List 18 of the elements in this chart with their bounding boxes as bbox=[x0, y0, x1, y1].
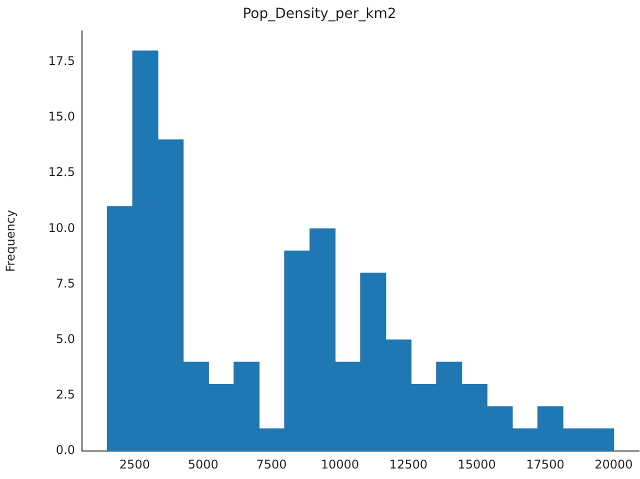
x-tick-label: 10000 bbox=[320, 457, 360, 472]
x-tick-label: 15000 bbox=[458, 457, 496, 472]
x-tick-label: 12500 bbox=[389, 457, 428, 472]
y-tick-label: 15.0 bbox=[48, 110, 75, 124]
chart-title: Pop_Density_per_km2 bbox=[242, 6, 396, 22]
x-tick-label: 17500 bbox=[526, 457, 564, 472]
y-tick-label: 7.5 bbox=[56, 276, 75, 290]
y-tick-label: 12.5 bbox=[48, 165, 75, 180]
x-tick-label: 5000 bbox=[188, 457, 218, 472]
y-tick-label: 0.0 bbox=[56, 443, 75, 458]
x-tick-label: 20000 bbox=[594, 457, 633, 472]
x-tick-label: 7500 bbox=[256, 457, 287, 472]
y-tick-label: 5.0 bbox=[56, 332, 75, 346]
x-tick-label: 2500 bbox=[119, 457, 150, 472]
y-tick-label: 17.5 bbox=[48, 54, 75, 68]
y-axis-title: Frequency bbox=[3, 210, 18, 272]
y-tick-label: 10.0 bbox=[48, 220, 75, 235]
y-tick-label: 2.5 bbox=[56, 388, 75, 402]
